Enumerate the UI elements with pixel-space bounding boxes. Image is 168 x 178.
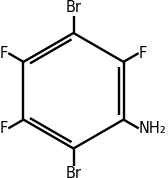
Text: Br: Br: [66, 166, 81, 178]
Text: F: F: [139, 46, 147, 61]
Text: F: F: [0, 121, 8, 136]
Text: F: F: [0, 46, 8, 61]
Text: Br: Br: [66, 1, 81, 15]
Text: NH₂: NH₂: [139, 121, 166, 136]
